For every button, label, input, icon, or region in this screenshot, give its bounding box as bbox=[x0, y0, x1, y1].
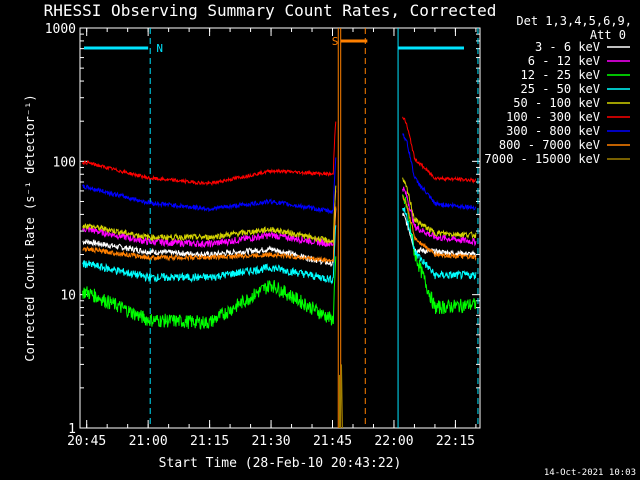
plot-frame bbox=[79, 27, 481, 429]
y-tick-label: 10 bbox=[60, 289, 76, 304]
legend-header: Det 1,3,4,5,6,9, bbox=[516, 14, 632, 28]
series-line bbox=[82, 177, 477, 245]
x-tick-label: 21:30 bbox=[251, 434, 290, 449]
x-tick-label: 21:00 bbox=[129, 434, 168, 449]
series-line bbox=[82, 195, 477, 264]
y-tick-label: 100 bbox=[53, 155, 76, 170]
legend-entry: 800 - 7000 keV bbox=[499, 138, 600, 152]
y-tick-label: 1 bbox=[68, 422, 76, 437]
x-tick-label: 20:45 bbox=[67, 434, 106, 449]
legend-entry: 3 - 6 keV bbox=[535, 40, 600, 54]
y-tick-label: 1000 bbox=[45, 22, 76, 37]
series-line bbox=[82, 186, 477, 249]
y-axis-label: Corrected Count Rate (s⁻¹ detector⁻¹) bbox=[23, 94, 37, 361]
legend-entry: 25 - 50 keV bbox=[521, 82, 600, 96]
x-axis-label: Start Time (28-Feb-10 20:43:22) bbox=[159, 456, 402, 471]
series-line bbox=[82, 207, 477, 285]
generation-timestamp: 14-Oct-2021 10:03 bbox=[544, 468, 636, 478]
x-tick-label: 21:45 bbox=[313, 434, 352, 449]
legend-entry: 6 - 12 keV bbox=[528, 54, 600, 68]
x-tick-label: 21:15 bbox=[190, 434, 229, 449]
legend-entry: 50 - 100 keV bbox=[513, 96, 600, 110]
series-line bbox=[82, 133, 477, 215]
legend-entry: 300 - 800 keV bbox=[506, 124, 600, 138]
legend-header: Att 0 bbox=[590, 28, 626, 42]
flag-s-label: S bbox=[332, 35, 339, 48]
legend-entry: 7000 - 15000 keV bbox=[484, 152, 600, 166]
plot-area: 1 10 100 1000 20:45 21:00 21:15 21:30 21:45 22:00… bbox=[45, 22, 481, 449]
legend-entry: 100 - 300 keV bbox=[506, 110, 600, 124]
legend-entry: 12 - 25 keV bbox=[521, 68, 600, 82]
chart-title: RHESSI Observing Summary Count Rates, Co… bbox=[44, 1, 497, 20]
x-tick-label: 22:00 bbox=[374, 434, 413, 449]
x-tick-label: 22:15 bbox=[436, 434, 475, 449]
flag-n-label: N bbox=[156, 42, 163, 55]
series-line bbox=[338, 364, 343, 429]
series-line bbox=[82, 116, 476, 187]
